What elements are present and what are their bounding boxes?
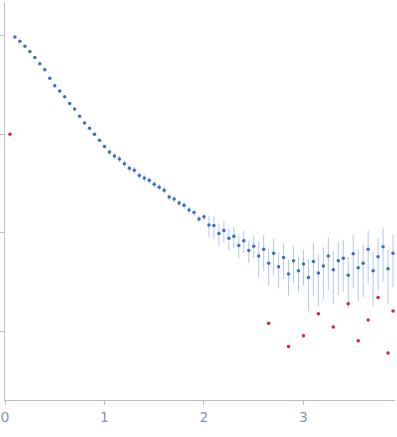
svg-text:2: 2 xyxy=(200,409,209,425)
svg-text:1: 1 xyxy=(100,409,109,425)
svg-text:0: 0 xyxy=(1,409,10,425)
svg-text:3: 3 xyxy=(299,409,308,425)
